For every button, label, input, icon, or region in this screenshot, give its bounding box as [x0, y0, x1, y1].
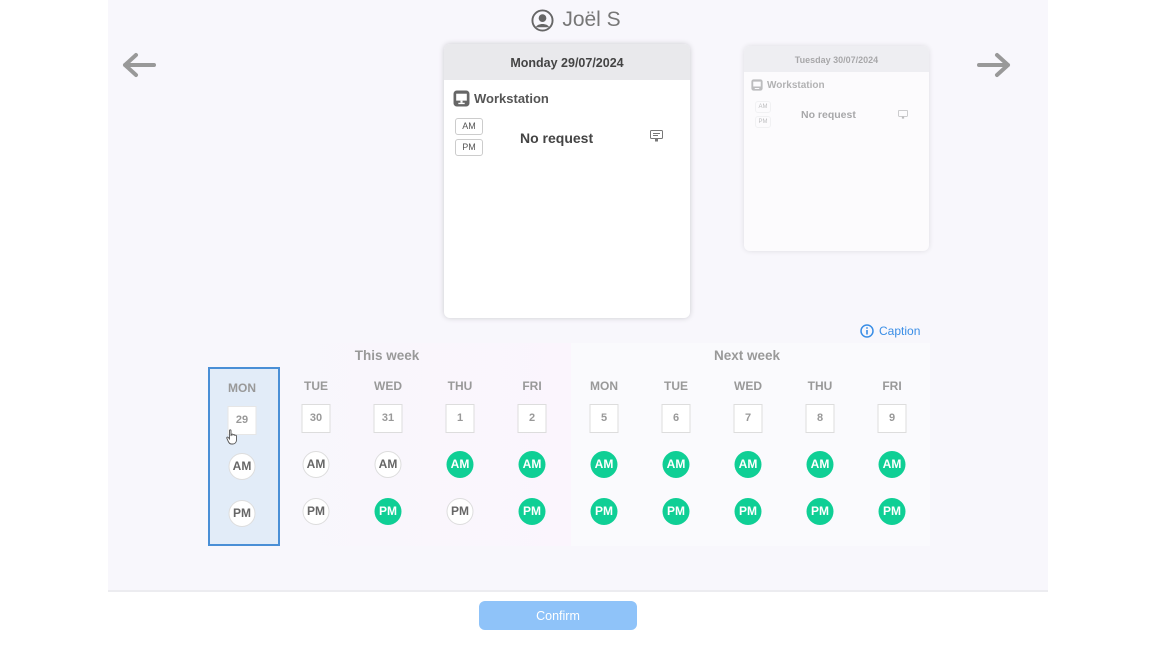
day-column[interactable]: MON 5 AM PM	[568, 367, 640, 546]
day-name: TUE	[664, 379, 688, 393]
am-slot-button[interactable]: AM	[302, 451, 330, 478]
pm-slot-button[interactable]: PM	[662, 498, 690, 525]
am-tag: AM	[455, 118, 483, 135]
day-number[interactable]: 29	[227, 406, 257, 435]
pm-tag: PM	[455, 139, 483, 156]
desk-icon	[898, 110, 908, 119]
pm-slot-button[interactable]: PM	[374, 498, 402, 525]
confirm-button[interactable]: Confirm	[479, 601, 637, 630]
day-column[interactable]: FRI 2 AM PM	[496, 367, 568, 546]
am-slot-button[interactable]: AM	[446, 451, 474, 478]
day-column[interactable]: MON 29 AM PM	[208, 367, 280, 546]
day-number[interactable]: 8	[805, 404, 835, 433]
day-name: FRI	[882, 379, 902, 393]
card-date: Monday 29/07/2024	[444, 44, 690, 80]
day-column[interactable]: WED 7 AM PM	[712, 367, 784, 546]
desk-icon[interactable]	[650, 130, 663, 142]
day-card-next[interactable]: Tuesday 30/07/2024 Workstation AM PM No …	[744, 46, 929, 251]
day-name: FRI	[522, 379, 542, 393]
card-date: Tuesday 30/07/2024	[744, 46, 929, 72]
am-slot-button[interactable]: AM	[878, 451, 906, 478]
workstation-label: Workstation	[767, 79, 825, 91]
day-number[interactable]: 9	[877, 404, 907, 433]
day-column[interactable]: THU 8 AM PM	[784, 367, 856, 546]
request-status: No request	[520, 130, 594, 146]
day-column[interactable]: FRI 9 AM PM	[856, 367, 928, 546]
pm-slot-button[interactable]: PM	[590, 498, 618, 525]
monitor-icon	[453, 90, 470, 107]
pm-slot-button[interactable]: PM	[806, 498, 834, 525]
am-slot-button[interactable]: AM	[806, 451, 834, 478]
next-week-label: Next week	[713, 348, 781, 363]
day-number[interactable]: 30	[301, 404, 331, 433]
pm-tag: PM	[755, 116, 771, 128]
caption-link[interactable]: Caption	[860, 324, 920, 338]
caption-label: Caption	[879, 324, 921, 338]
am-slot-button[interactable]: AM	[518, 451, 546, 478]
workstation-row: Workstation	[453, 90, 549, 107]
arrow-right-icon[interactable]	[976, 50, 1012, 80]
monitor-icon	[751, 79, 763, 91]
user-circle-icon	[531, 8, 554, 32]
am-tag: AM	[755, 101, 771, 113]
workstation-row: Workstation	[751, 79, 825, 91]
day-number[interactable]: 1	[445, 404, 475, 433]
day-card-current: Monday 29/07/2024 Workstation AM PM No r…	[444, 44, 690, 318]
day-name: THU	[807, 379, 833, 393]
day-name: MON	[590, 379, 618, 393]
this-week-label: This week	[354, 348, 420, 363]
footer-divider	[108, 590, 1048, 592]
am-slot-button[interactable]: AM	[734, 451, 762, 478]
pm-slot-button[interactable]: PM	[878, 498, 906, 525]
day-name: MON	[228, 381, 256, 395]
day-column[interactable]: TUE 30 AM PM	[280, 367, 352, 546]
pm-slot-button[interactable]: PM	[446, 498, 474, 525]
day-number[interactable]: 6	[661, 404, 691, 433]
pm-slot-button[interactable]: PM	[734, 498, 762, 525]
day-name: WED	[734, 379, 762, 393]
user-header: Joël S	[0, 8, 1152, 32]
day-column[interactable]: TUE 6 AM PM	[640, 367, 712, 546]
day-name: TUE	[304, 379, 328, 393]
am-slot-button[interactable]: AM	[662, 451, 690, 478]
day-number[interactable]: 31	[373, 404, 403, 433]
am-slot-button[interactable]: AM	[374, 451, 402, 478]
day-name: THU	[447, 379, 473, 393]
day-number[interactable]: 5	[589, 404, 619, 433]
user-name: Joël S	[562, 8, 621, 31]
pm-slot-button[interactable]: PM	[302, 498, 330, 525]
day-column[interactable]: THU 1 AM PM	[424, 367, 496, 546]
request-status: No request	[801, 109, 856, 121]
day-number[interactable]: 7	[733, 404, 763, 433]
day-number[interactable]: 2	[517, 404, 547, 433]
arrow-left-icon[interactable]	[121, 50, 157, 80]
day-name: WED	[374, 379, 402, 393]
pm-slot-button[interactable]: PM	[518, 498, 546, 525]
pm-slot-button[interactable]: PM	[228, 500, 256, 527]
workstation-label: Workstation	[474, 91, 549, 106]
info-icon	[860, 324, 874, 338]
day-column[interactable]: WED 31 AM PM	[352, 367, 424, 546]
am-slot-button[interactable]: AM	[590, 451, 618, 478]
hand-cursor-icon	[226, 429, 237, 445]
am-slot-button[interactable]: AM	[228, 453, 256, 480]
